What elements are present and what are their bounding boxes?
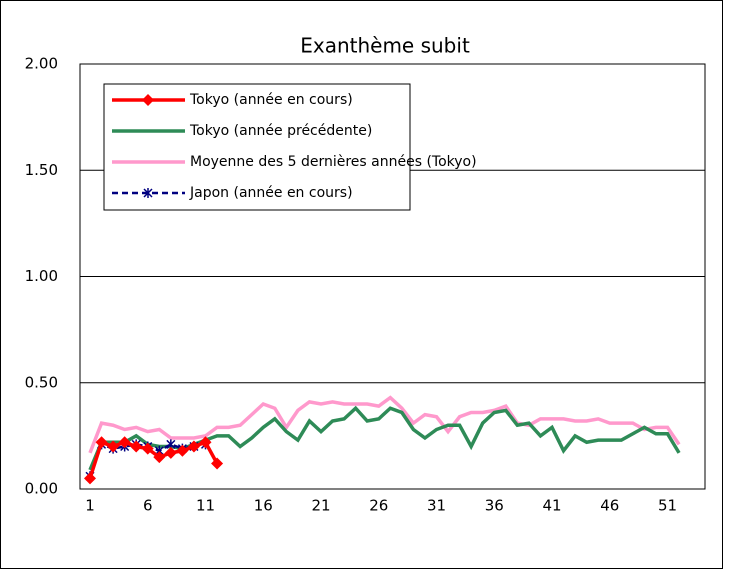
legend-label: Tokyo (année précédente) (189, 123, 372, 139)
legend-label: Moyenne des 5 dernières années (Tokyo) (190, 154, 477, 170)
plot-frame (79, 63, 706, 490)
y-tick-label: 1.50 (25, 161, 58, 179)
marker (118, 436, 131, 449)
marker (176, 444, 189, 457)
marker (107, 440, 120, 453)
y-tick-label: 1.00 (25, 267, 58, 285)
chart-title: Exanthème subit (300, 34, 470, 58)
legend-box (103, 83, 411, 211)
y-tick-label: 0.50 (25, 373, 58, 391)
legend-label: Japon (année en cours) (189, 185, 353, 201)
x-tick-label: 16 (254, 497, 273, 515)
x-tick-label: 51 (658, 497, 677, 515)
legend-marker (142, 94, 154, 106)
marker (164, 446, 177, 459)
x-tick-label: 11 (196, 497, 215, 515)
marker (187, 440, 200, 453)
legend-label: Tokyo (année en cours) (189, 92, 353, 108)
x-tick-label: 31 (427, 497, 446, 515)
marker (199, 436, 212, 449)
marker (84, 472, 96, 485)
marker (141, 442, 154, 455)
marker (95, 436, 108, 449)
legend-marker (143, 188, 153, 198)
y-tick-label: 0.00 (25, 480, 58, 498)
x-tick-label: 41 (542, 497, 561, 515)
x-tick-label: 6 (143, 497, 153, 515)
x-tick-label: 36 (485, 497, 504, 515)
y-tick-label: 2.00 (25, 55, 58, 73)
x-tick-label: 1 (85, 497, 95, 515)
marker (211, 457, 224, 470)
marker (130, 440, 143, 453)
x-tick-label: 26 (369, 497, 388, 515)
series-line (88, 395, 681, 454)
x-tick-label: 21 (311, 497, 330, 515)
marker (153, 451, 166, 464)
x-tick-label: 46 (600, 497, 619, 515)
